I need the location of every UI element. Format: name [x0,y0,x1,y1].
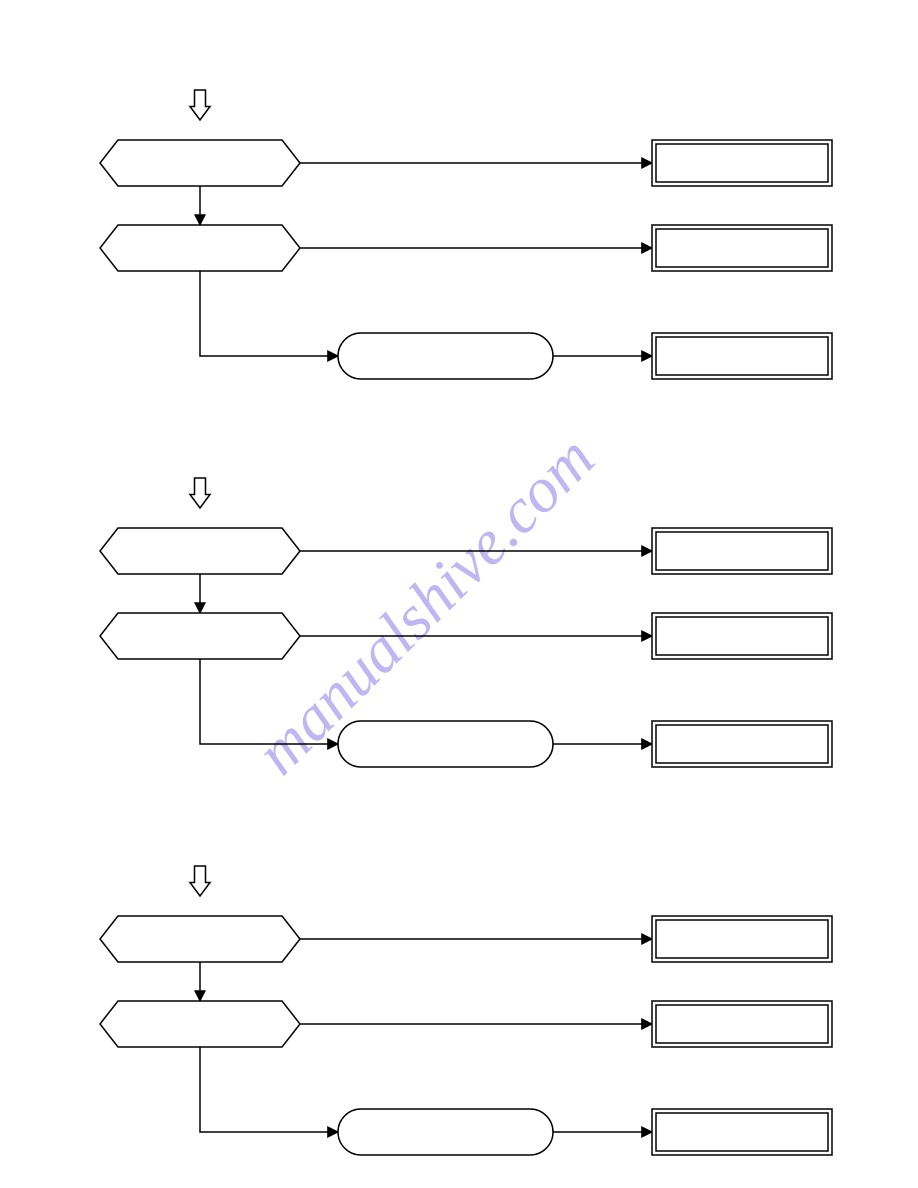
result-box-2 [652,1001,832,1047]
result-box-3 [652,333,832,379]
decision-hex-1 [100,528,300,574]
decision-hex-1 [100,916,300,962]
terminator-pill [338,333,553,379]
decision-hex-2 [100,225,300,271]
flowchart-diagram: manualshive.com [0,0,918,1188]
result-box-1 [652,528,832,574]
terminator-pill [338,1109,553,1155]
result-box-2 [652,613,832,659]
decision-hex-2 [100,613,300,659]
decision-hex-2 [100,1001,300,1047]
result-box-1 [652,140,832,186]
decision-hex-1 [100,140,300,186]
result-box-1 [652,916,832,962]
result-box-2 [652,225,832,271]
terminator-pill [338,721,553,767]
result-box-3 [652,1109,832,1155]
result-box-3 [652,721,832,767]
